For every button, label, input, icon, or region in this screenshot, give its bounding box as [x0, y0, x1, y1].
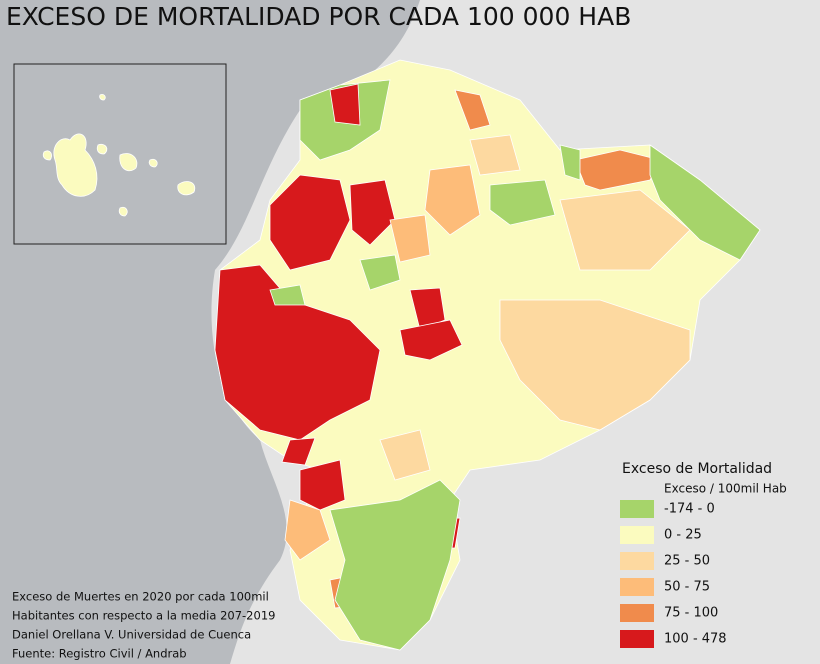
legend-swatch [620, 526, 654, 544]
region [424, 164, 481, 236]
legend-swatch [620, 578, 654, 596]
region [469, 134, 521, 176]
note-line: Fuente: Registro Civil / Andrab [12, 647, 187, 661]
island [42, 150, 52, 161]
island [99, 94, 106, 101]
region [379, 429, 431, 481]
legend-swatch [620, 630, 654, 648]
galapagos [42, 94, 196, 217]
note-line: Habitantes con respecto a la media 207-2… [12, 609, 275, 623]
region [349, 179, 396, 246]
region [399, 319, 463, 361]
legend-swatch [620, 552, 654, 570]
legend-label: 0 - 25 [664, 528, 702, 543]
legend: Exceso de Mortalidad Exceso / 100mil Hab… [620, 461, 787, 648]
island [96, 143, 108, 155]
region [329, 83, 361, 126]
note-line: Exceso de Muertes en 2020 por cada 100mi… [12, 590, 269, 604]
legend-swatch [620, 500, 654, 518]
region [281, 437, 316, 466]
region [269, 174, 351, 271]
legend-subtitle: Exceso / 100mil Hab [664, 482, 787, 496]
island [119, 153, 138, 172]
region [389, 214, 431, 263]
note-line: Daniel Orellana V. Universidad de Cuenca [12, 628, 251, 642]
legend-swatch [620, 604, 654, 622]
island [53, 133, 98, 197]
legend-label: 75 - 100 [664, 606, 718, 621]
region [559, 144, 581, 181]
notes: Exceso de Muertes en 2020 por cada 100mi… [12, 590, 275, 661]
region [489, 179, 556, 226]
region [409, 287, 446, 331]
region [559, 189, 691, 271]
legend-label: 25 - 50 [664, 554, 710, 569]
region [284, 499, 331, 561]
island [118, 206, 128, 217]
region [359, 254, 401, 291]
region [649, 144, 761, 261]
legend-label: 100 - 478 [664, 632, 727, 647]
region [329, 479, 461, 651]
region [454, 89, 491, 131]
legend-label: 50 - 75 [664, 580, 710, 595]
legend-label: -174 - 0 [664, 502, 715, 517]
legend-title: Exceso de Mortalidad [622, 461, 772, 477]
region [499, 299, 691, 431]
map-title: EXCESO DE MORTALIDAD POR CADA 100 000 HA… [6, 2, 631, 31]
region [574, 149, 661, 191]
region [269, 284, 306, 306]
region [299, 459, 346, 511]
island [177, 181, 196, 196]
ecuador-map [214, 59, 761, 651]
island [148, 158, 158, 168]
